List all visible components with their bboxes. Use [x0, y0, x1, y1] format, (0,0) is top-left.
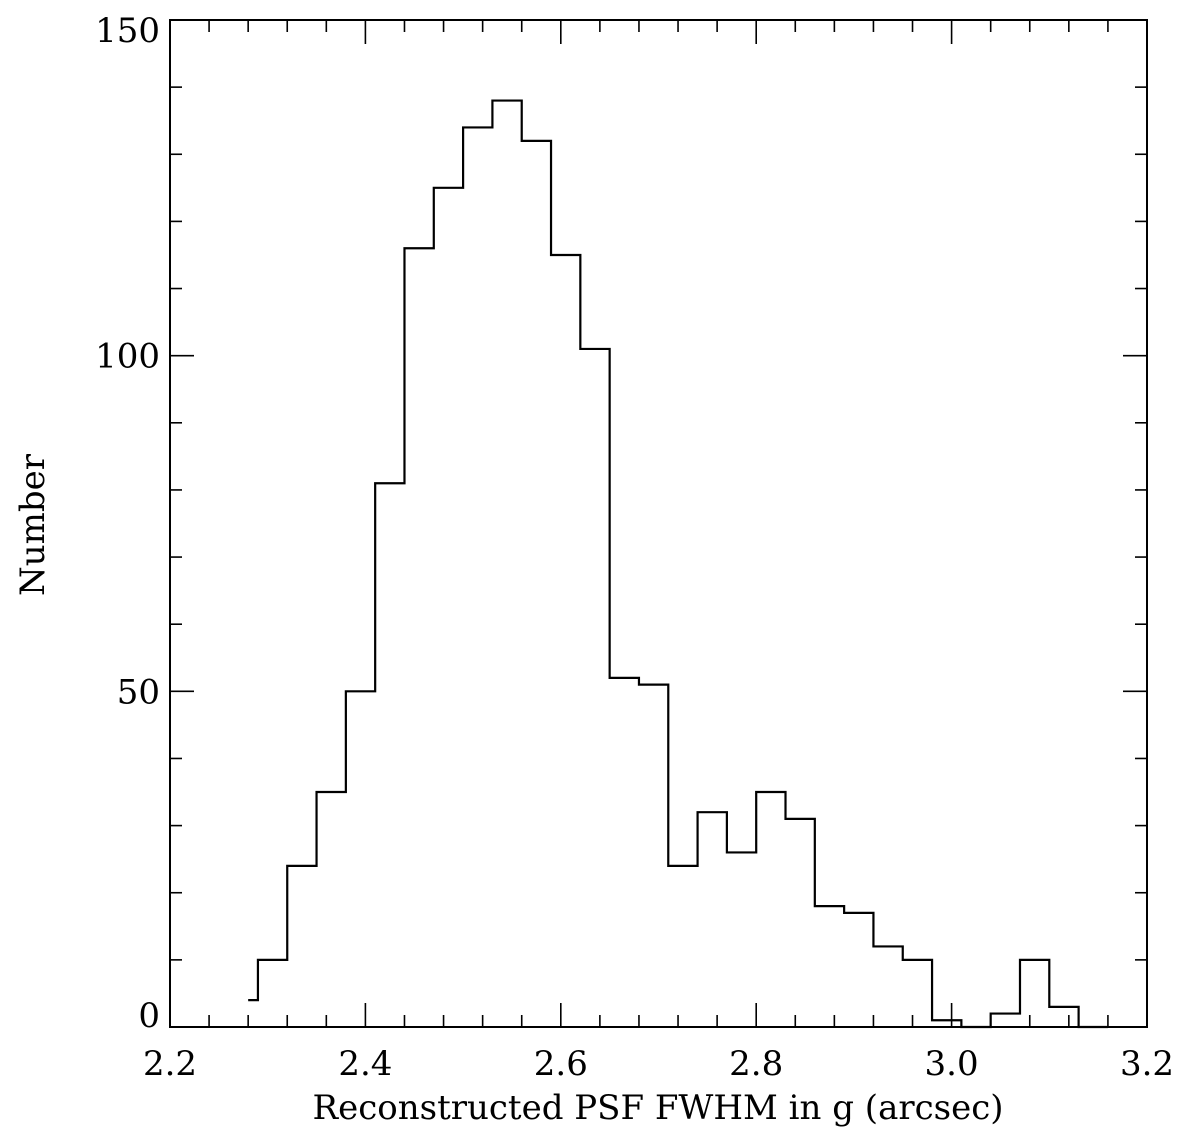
- histogram-bin: [434, 188, 463, 1027]
- histogram-bin: [258, 960, 287, 1027]
- x-tick-label: 2.6: [534, 1044, 588, 1084]
- histogram-bin: [551, 255, 580, 1027]
- plot-frame: [169, 19, 1148, 1028]
- histogram-bin: [1020, 960, 1049, 1027]
- histogram-bin: [815, 906, 844, 1027]
- histogram-bin: [463, 127, 492, 1027]
- x-tick-label: 2.2: [143, 1044, 197, 1084]
- histogram-bin: [756, 792, 785, 1027]
- y-tick-label: 150: [95, 11, 160, 51]
- y-axis-title: Number: [13, 453, 53, 596]
- histogram-step-line: [248, 99, 1108, 1029]
- y-tick-label: 0: [138, 996, 160, 1036]
- histogram-bin: [844, 913, 873, 1027]
- x-tick-label: 2.8: [729, 1044, 783, 1084]
- histogram-bin: [346, 691, 375, 1027]
- histogram-bin: [375, 483, 404, 1027]
- histogram-bin: [1049, 1007, 1078, 1027]
- histogram-bin: [639, 685, 668, 1027]
- x-tick-label: 2.4: [338, 1044, 392, 1084]
- histogram-bin: [903, 960, 932, 1027]
- x-tick-label: 3.2: [1120, 1044, 1174, 1084]
- x-axis-title: Reconstructed PSF FWHM in g (arcsec): [312, 1088, 1003, 1128]
- histogram-bin: [786, 819, 815, 1027]
- histogram-bin: [873, 946, 902, 1027]
- histogram-bin: [727, 852, 756, 1027]
- x-tick-label: 3.0: [925, 1044, 979, 1084]
- histogram-bin: [404, 248, 433, 1027]
- y-tick-label: 50: [117, 672, 160, 712]
- histogram-bin: [991, 1014, 1020, 1027]
- histogram-bin: [580, 349, 609, 1027]
- y-axis-title-group: Number: [13, 453, 53, 596]
- histogram-bin: [698, 812, 727, 1027]
- histogram-bin: [668, 866, 697, 1027]
- histogram-bin: [522, 141, 551, 1027]
- histogram-bin: [317, 792, 346, 1027]
- histogram-bin: [932, 1020, 961, 1027]
- y-tick-label: 100: [95, 337, 160, 377]
- histogram-bin: [287, 866, 316, 1027]
- histogram-bin: [492, 101, 521, 1027]
- histogram-bin: [610, 678, 639, 1027]
